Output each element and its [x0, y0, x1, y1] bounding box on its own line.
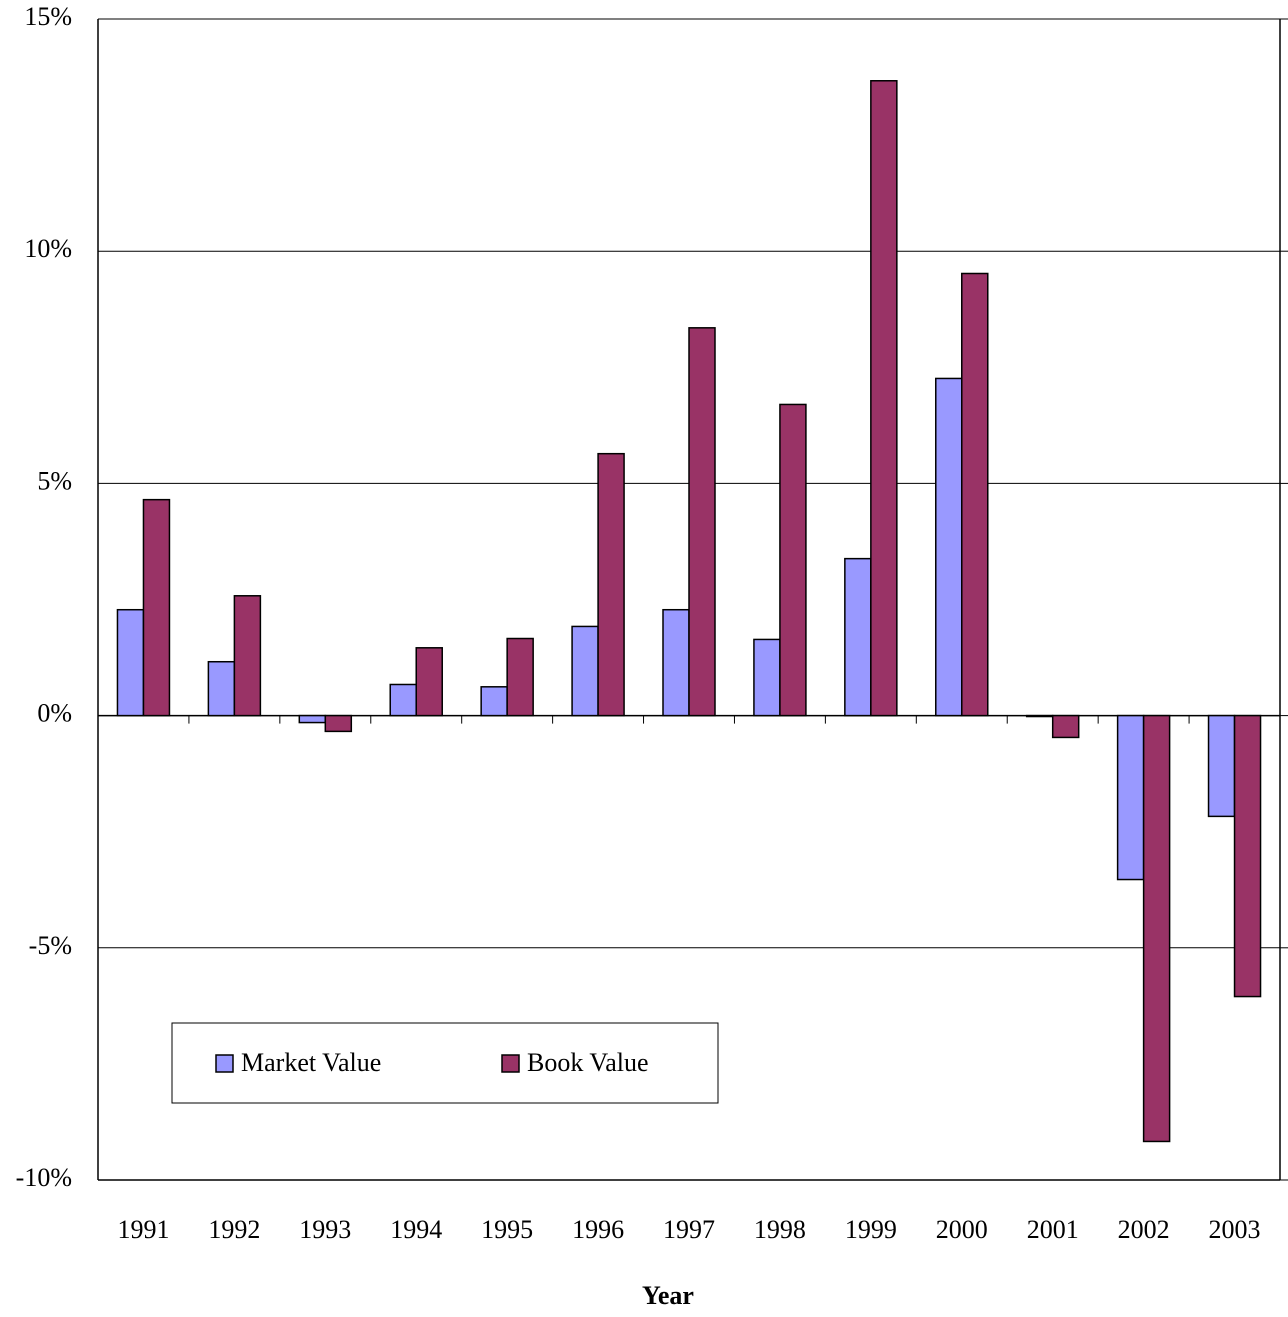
- bar: [1116, 714, 1145, 881]
- y-tick-label: 15%: [24, 2, 72, 31]
- bar: [506, 637, 534, 717]
- bar: [1207, 714, 1236, 818]
- legend-swatch: [501, 1054, 520, 1073]
- bar: [688, 327, 716, 717]
- bar: [1233, 714, 1262, 998]
- bar: [597, 452, 625, 717]
- x-tick-label: 1996: [572, 1215, 624, 1244]
- bar: [207, 660, 236, 717]
- bar: [116, 608, 145, 717]
- bar: [298, 714, 327, 724]
- legend-box: [171, 1022, 719, 1104]
- x-tick-label: 1992: [208, 1215, 260, 1244]
- bar: [142, 498, 171, 717]
- legend-label: Book Value: [527, 1048, 649, 1077]
- bar: [753, 638, 781, 717]
- y-tick-label: 5%: [37, 466, 72, 495]
- y-tick-label: -5%: [29, 931, 72, 960]
- bar: [571, 625, 599, 717]
- y-tick-label: 0%: [37, 699, 72, 728]
- legend-swatch: [215, 1054, 234, 1073]
- bar: [935, 377, 963, 717]
- bar: [1025, 714, 1054, 718]
- x-tick-label: 1997: [663, 1215, 715, 1244]
- bar: [415, 647, 443, 717]
- x-tick-label: 1998: [754, 1215, 806, 1244]
- bar: [233, 595, 262, 717]
- x-tick-label: 2001: [1027, 1215, 1079, 1244]
- y-tick-label: 10%: [24, 234, 72, 263]
- bar: [480, 686, 508, 717]
- bar: [844, 557, 872, 717]
- x-tick-label: 2000: [936, 1215, 988, 1244]
- x-tick-label: 1995: [481, 1215, 533, 1244]
- bar: [779, 403, 807, 717]
- bar: [870, 80, 898, 717]
- bar: [324, 714, 353, 733]
- bar: [1051, 714, 1080, 739]
- bar: [1142, 714, 1171, 1143]
- bar: [662, 608, 690, 717]
- y-tick-label: -10%: [16, 1163, 72, 1192]
- x-tick-label: 1993: [299, 1215, 351, 1244]
- x-tick-label: 1994: [390, 1215, 442, 1244]
- x-tick-label: 2002: [1118, 1215, 1170, 1244]
- x-tick-label: 2003: [1209, 1215, 1261, 1244]
- x-tick-label: 1999: [845, 1215, 897, 1244]
- x-tick-label: 1991: [117, 1215, 169, 1244]
- legend-label: Market Value: [241, 1048, 381, 1077]
- bar: [389, 683, 417, 717]
- x-axis-title: Year: [642, 1281, 694, 1310]
- bar: [961, 272, 989, 717]
